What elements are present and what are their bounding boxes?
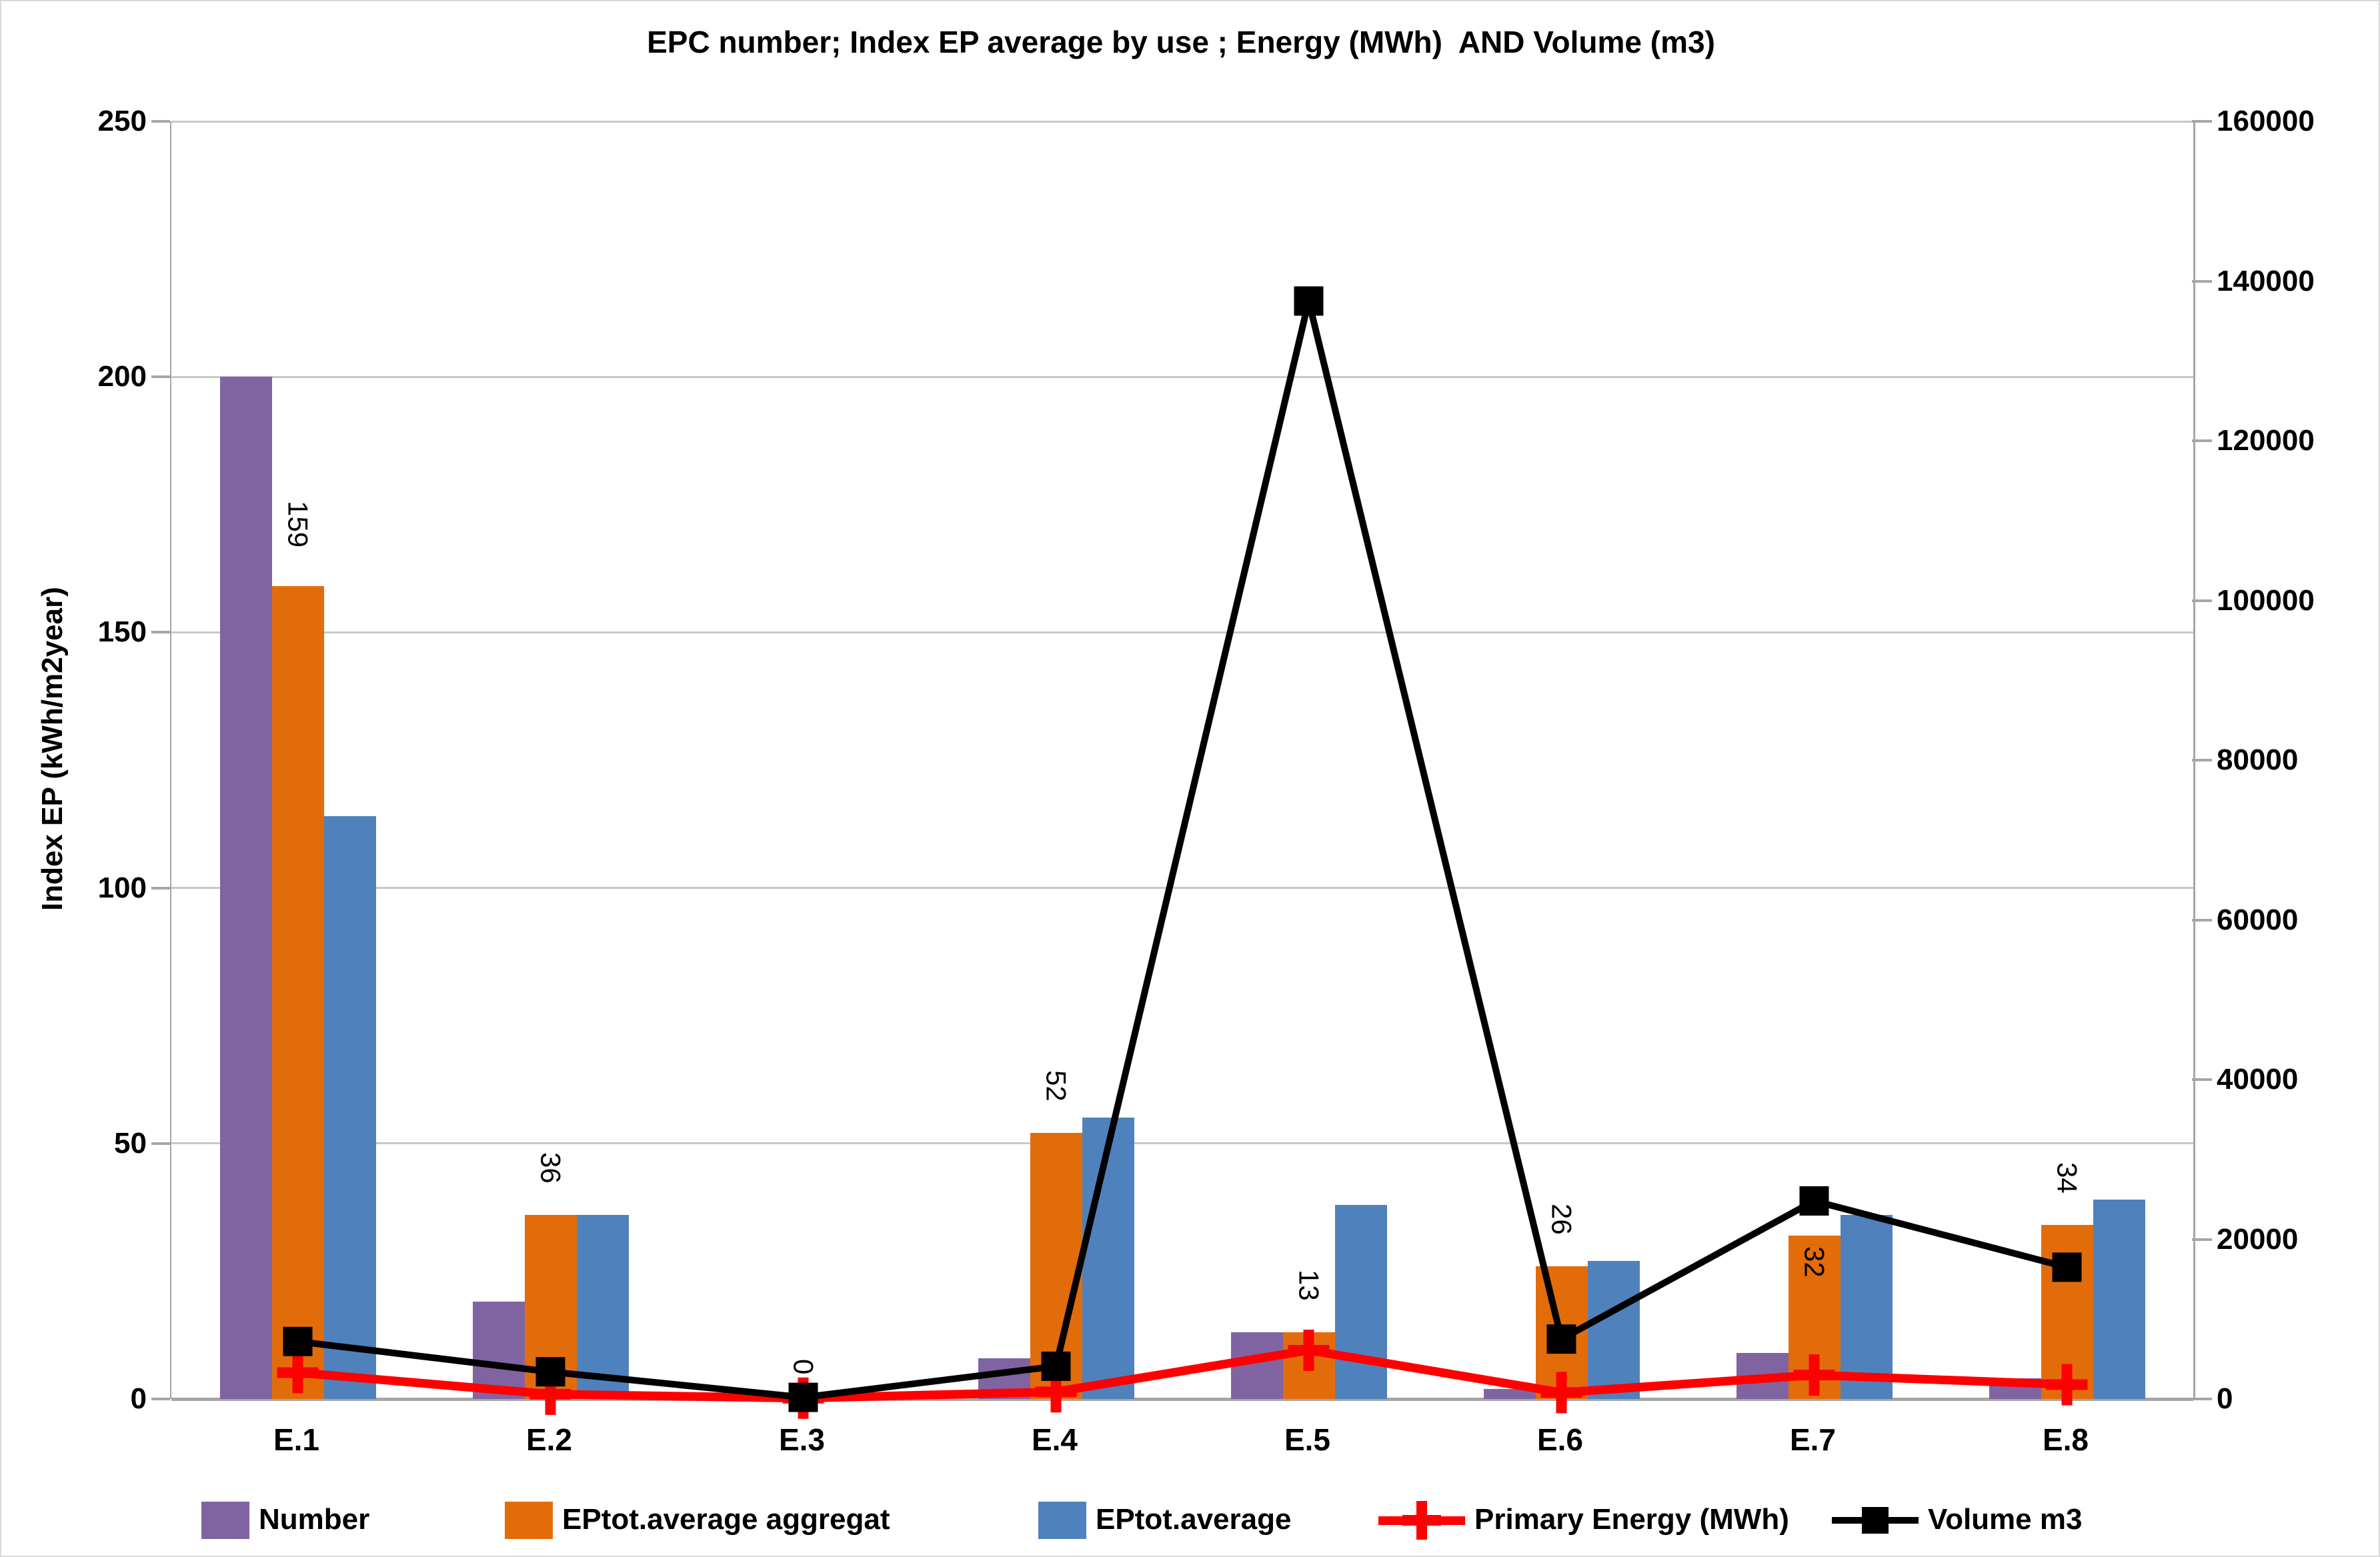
category-label-e7: E.7 <box>1789 1422 1837 1457</box>
gridline-250 <box>171 120 2193 123</box>
category-label-e3: E.3 <box>778 1422 826 1457</box>
left-axis-tickmark-100 <box>151 886 170 890</box>
marker-volume-m3-e5 <box>1294 286 1324 316</box>
legend: Number EPtot.average aggregat EPtot.averag… <box>1 1494 2379 1547</box>
category-label-e6: E.6 <box>1536 1422 1584 1457</box>
right-axis-tickmark-120000 <box>2192 439 2212 442</box>
marker-volume-m3-e6 <box>1546 1324 1576 1354</box>
line-primary-energy-mwh- <box>297 1346 2067 1403</box>
right-axis-tickmark-140000 <box>2192 279 2212 283</box>
bar-eptot-average-aggregat-e1 <box>271 586 324 1399</box>
marker-primary-energy-mwh--e1 <box>277 1352 319 1394</box>
marker-volume-m3-e3 <box>788 1382 818 1412</box>
left-axis-tick-200: 200 <box>97 360 147 393</box>
right-axis-tickmark-160000 <box>2192 120 2212 123</box>
right-axis-tick-20000: 20000 <box>2217 1222 2299 1256</box>
left-axis-tick-0: 0 <box>130 1382 147 1415</box>
data-label-e2: 36 <box>535 1152 567 1184</box>
bar-number-e1 <box>219 377 272 1399</box>
marker-volume-m3-e2 <box>535 1357 565 1387</box>
line-layer <box>277 286 2088 1419</box>
category-label-e1: E.1 <box>273 1422 320 1457</box>
category-label-e4: E.4 <box>1031 1422 1078 1457</box>
bar-number-e2 <box>472 1302 525 1399</box>
data-label-e7: 32 <box>1799 1246 1831 1278</box>
right-axis-tick-40000: 40000 <box>2217 1063 2299 1096</box>
left-axis-tickmark-50 <box>151 1142 170 1145</box>
legend-label-primary-energy-mwh-: Primary Energy (MWh) <box>1474 1503 1789 1536</box>
line-volume-m3 <box>297 300 2068 1401</box>
marker-volume-m3-e4 <box>1041 1351 1071 1381</box>
bar-eptot-average-e8 <box>2093 1200 2145 1399</box>
category-label-e2: E.2 <box>525 1422 573 1457</box>
bar-eptot-average-e7 <box>1840 1215 1893 1399</box>
legend-label-number: Number <box>259 1503 370 1536</box>
right-axis-tick-80000: 80000 <box>2217 743 2299 776</box>
right-axis-tickmark-20000 <box>2192 1238 2212 1241</box>
data-label-e8: 34 <box>2051 1162 2083 1194</box>
right-axis-tick-0: 0 <box>2217 1382 2233 1415</box>
gridline-150 <box>171 631 2193 633</box>
marker-volume-m3-e8 <box>2052 1252 2082 1282</box>
marker-primary-energy-mwh--e5 <box>1288 1329 1330 1371</box>
marker-primary-energy-mwh--e8 <box>2046 1364 2088 1406</box>
left-axis-tick-50: 50 <box>114 1126 147 1160</box>
data-label-e1: 159 <box>282 501 314 548</box>
left-axis-tickmark-200 <box>151 375 170 379</box>
legend-square-volume-m3 <box>1862 1507 1889 1534</box>
left-axis-tickmark-0 <box>151 1398 170 1400</box>
right-axis-tick-60000: 60000 <box>2217 903 2299 936</box>
legend-label-eptot-average: EPtot.average <box>1096 1503 1292 1536</box>
right-axis-tickmark-0 <box>2192 1398 2212 1400</box>
data-label-e6: 26 <box>1546 1203 1578 1235</box>
bar-eptot-average-e1 <box>323 816 376 1399</box>
category-label-e8: E.8 <box>2042 1422 2089 1457</box>
right-axis-tickmark-100000 <box>2192 599 2212 602</box>
right-axis-tick-160000: 160000 <box>2217 105 2315 137</box>
data-label-e4: 52 <box>1040 1070 1072 1102</box>
legend-swatch-eptot-average-aggregat-icon <box>505 1502 553 1539</box>
data-label-e5: 13 <box>1293 1270 1325 1302</box>
legend-marker-primary-energy-mwh--icon <box>1378 1494 1465 1547</box>
gridline-100 <box>171 887 2193 890</box>
bar-eptot-average-e4 <box>1082 1118 1134 1399</box>
left-axis-tick-150: 150 <box>97 615 147 649</box>
legend-label-eptot-average-aggregat: EPtot.average aggregat <box>562 1503 890 1536</box>
chart-title: EPC number; Index EP average by use ; En… <box>647 25 1715 59</box>
right-axis-tick-120000: 120000 <box>2217 424 2315 457</box>
marker-volume-m3-e7 <box>1799 1186 1829 1216</box>
bar-number-e6 <box>1483 1388 1536 1399</box>
left-axis-tickmark-150 <box>151 631 170 634</box>
left-axis-title: Index EP (kWh/m2year) <box>36 587 69 911</box>
left-axis-tickmark-250 <box>151 120 170 123</box>
right-axis-tick-100000: 100000 <box>2217 583 2315 617</box>
left-axis-tick-250: 250 <box>97 105 147 137</box>
gridline-0 <box>171 1397 2193 1401</box>
right-axis-tick-140000: 140000 <box>2217 264 2315 297</box>
bar-eptot-average-e5 <box>1334 1204 1387 1399</box>
legend-swatch-number-icon <box>201 1502 249 1539</box>
legend-marker-volume-m3-icon <box>1832 1494 1919 1547</box>
marker-primary-energy-mwh--e6 <box>1540 1372 1582 1414</box>
marker-primary-energy-mwh--e7 <box>1793 1354 1835 1396</box>
gridline-50 <box>171 1142 2193 1145</box>
legend-label-volume-m3: Volume m3 <box>1928 1503 2083 1536</box>
right-axis-tickmark-80000 <box>2192 759 2212 761</box>
category-label-e5: E.5 <box>1284 1422 1331 1457</box>
plot-area: 159 36 0 52 13 26 32 34 <box>170 120 2195 1419</box>
left-axis-tick-100: 100 <box>97 871 147 904</box>
right-axis-tickmark-40000 <box>2192 1078 2212 1081</box>
legend-plus2-primary-energy-mwh- <box>1402 1515 1441 1526</box>
gridline-200 <box>171 375 2193 378</box>
data-label-e3: 0 <box>788 1359 820 1375</box>
right-axis-tickmark-60000 <box>2192 918 2212 922</box>
bar-eptot-average-e6 <box>1587 1261 1640 1399</box>
bar-eptot-average-e2 <box>576 1215 629 1399</box>
legend-swatch-eptot-average-icon <box>1038 1502 1086 1539</box>
marker-volume-m3-e1 <box>283 1326 313 1356</box>
